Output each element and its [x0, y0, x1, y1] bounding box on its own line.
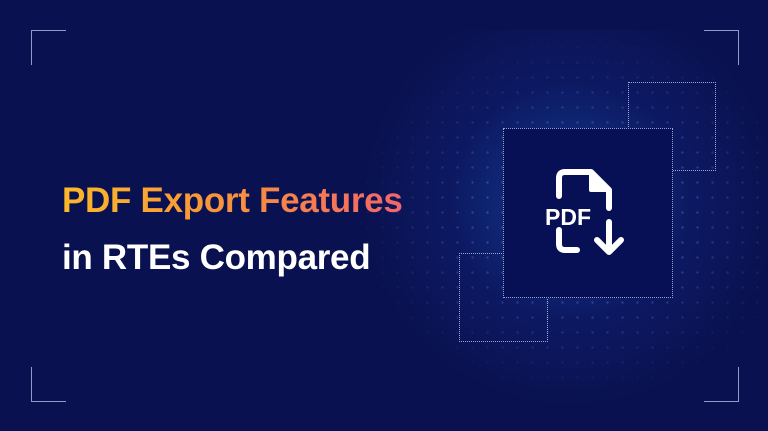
corner-bracket-top-left — [31, 30, 66, 65]
headline-line-1: PDF Export Features — [62, 172, 403, 229]
headline: PDF Export Features in RTEs Compared — [62, 172, 403, 286]
corner-bracket-bottom-right — [704, 367, 739, 402]
pdf-label: PDF — [545, 204, 591, 230]
icon-frame — [503, 128, 673, 298]
pdf-download-icon: PDF — [545, 169, 624, 255]
corner-bracket-top-right — [704, 30, 739, 65]
corner-bracket-bottom-left — [31, 367, 66, 402]
headline-line-2: in RTEs Compared — [62, 238, 371, 277]
